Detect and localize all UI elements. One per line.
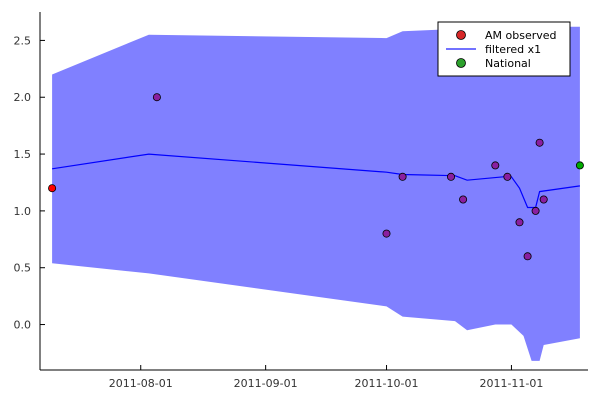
y-tick-label: 0.5 bbox=[14, 262, 32, 275]
data-point bbox=[535, 138, 544, 147]
x-tick-label: 2011-09-01 bbox=[234, 377, 298, 390]
data-point bbox=[515, 218, 524, 227]
legend-label: filtered x1 bbox=[485, 43, 541, 56]
data-point bbox=[446, 172, 455, 181]
band-area bbox=[52, 26, 580, 361]
data-point bbox=[539, 195, 548, 204]
data-point bbox=[48, 184, 57, 193]
y-tick-label: 0.0 bbox=[14, 319, 32, 332]
data-point bbox=[575, 161, 584, 170]
x-tick-label: 2011-08-01 bbox=[109, 377, 173, 390]
data-point bbox=[491, 161, 500, 170]
data-point bbox=[152, 93, 161, 102]
y-tick-label: 2.5 bbox=[14, 34, 32, 47]
y-ticks: 0.0 0.5 1.0 1.5 2.0 2.5 bbox=[14, 34, 45, 332]
legend-marker bbox=[456, 58, 466, 68]
x-tick-label: 2011-10-01 bbox=[355, 377, 419, 390]
data-point bbox=[459, 195, 468, 204]
x-tick-label: 2011-11-01 bbox=[479, 377, 543, 390]
data-point bbox=[523, 252, 532, 261]
y-tick-label: 2.0 bbox=[14, 91, 32, 104]
legend-label: National bbox=[485, 57, 531, 70]
data-point bbox=[531, 206, 540, 215]
axes bbox=[39, 12, 588, 371]
y-tick-label: 1.0 bbox=[14, 205, 32, 218]
legend-marker bbox=[456, 30, 466, 40]
legend-label: AM observed bbox=[485, 29, 557, 42]
data-point bbox=[398, 172, 407, 181]
x-ticks: 2011-08-01 2011-09-01 2011-10-01 2011-11-01 bbox=[109, 365, 543, 390]
data-point bbox=[503, 172, 512, 181]
data-point bbox=[382, 229, 391, 238]
confidence-band bbox=[52, 26, 580, 361]
data-points bbox=[48, 93, 584, 261]
y-tick-label: 1.5 bbox=[14, 148, 32, 161]
